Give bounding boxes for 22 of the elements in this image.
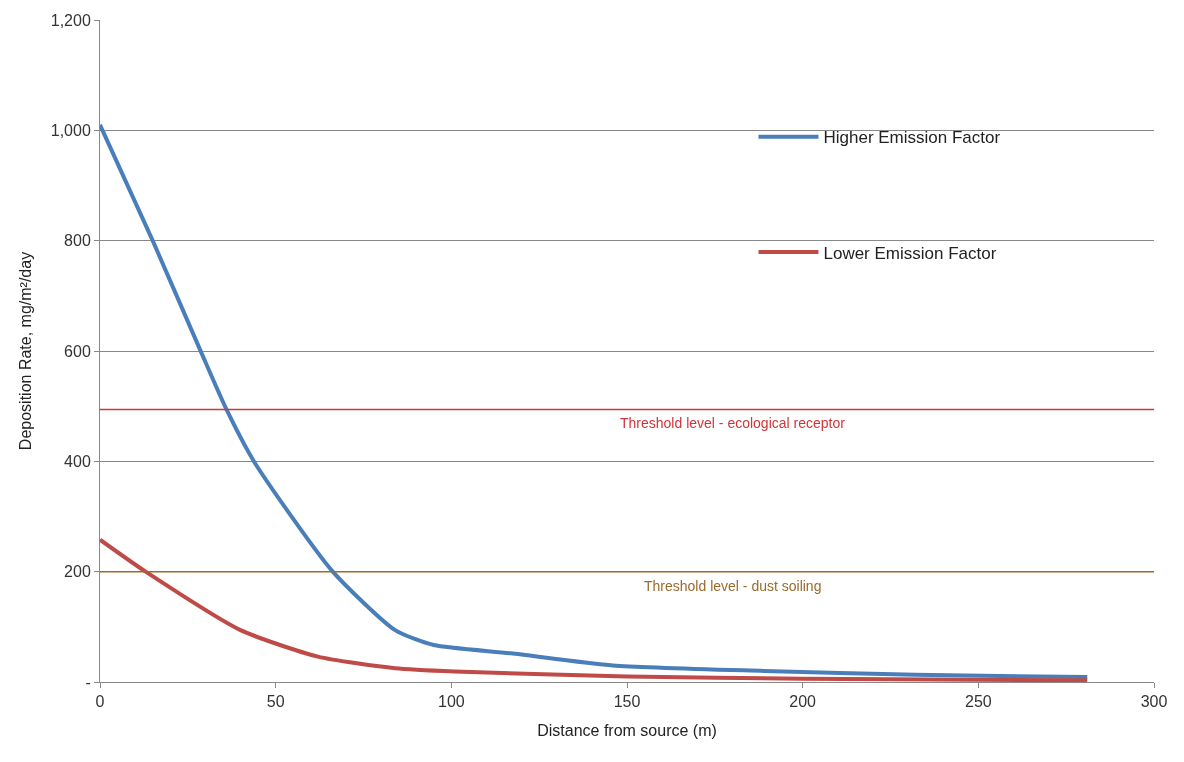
x-tick-label: 250 [964, 693, 992, 711]
x-axis-title: Distance from source (m) [537, 721, 717, 739]
x-tick-label: 0 [95, 693, 105, 711]
line-series [100, 122, 1090, 680]
legend-label: Lower Emission Factor [823, 243, 997, 263]
ref-line-label: Threshold level - dust soiling [644, 578, 822, 594]
y-tick-label: 800 [64, 232, 91, 250]
y-tick-label: 600 [64, 342, 91, 360]
x-tick-label: 300 [1140, 693, 1168, 711]
legend-label: Higher Emission Factor [823, 128, 1001, 148]
ref-line-label: Threshold level - ecological receptor [620, 415, 846, 431]
y-tick-label: - [85, 673, 91, 691]
x-tick-label: 50 [266, 693, 285, 711]
y-tick-label: 400 [64, 452, 91, 470]
x-tick-label: 200 [789, 693, 817, 711]
y-tick-label: 1,200 [50, 11, 91, 29]
x-tick-label: 150 [613, 693, 641, 711]
x-tick-label: 100 [437, 693, 465, 711]
y-axis-title: Deposition Rate, mg/m²/day [16, 251, 34, 451]
line-series [100, 537, 1090, 682]
y-tick-label: 200 [64, 563, 91, 581]
y-tick-label: 1,000 [50, 121, 91, 139]
